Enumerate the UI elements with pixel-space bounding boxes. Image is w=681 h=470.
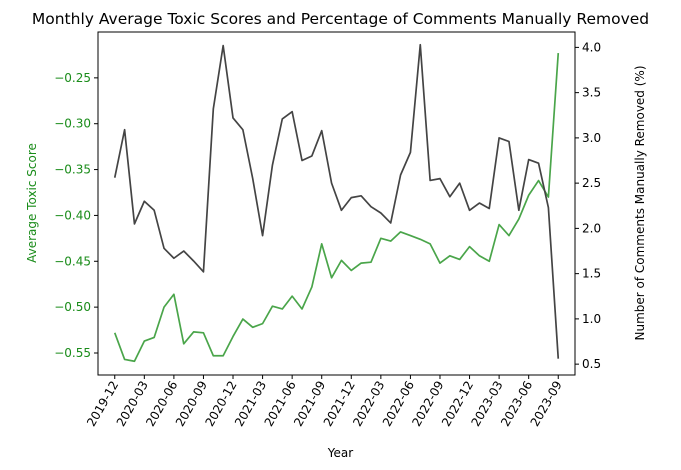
x-axis: 2019-122020-032020-062020-092020-122021-… [84,375,565,429]
left-y-tick-label: −0.40 [54,208,91,222]
right-y-tick-label: 1.0 [582,312,601,326]
right-y-tick-label: 0.5 [582,357,601,371]
left-y-tick-label: −0.35 [54,163,91,177]
x-axis-label: Year [327,446,353,460]
left-y-axis: −0.55 −0.50 −0.45 −0.40 −0.35 −0.30 −0.25 [54,71,98,360]
manual-removal-line [113,43,560,359]
left-y-tick-label: −0.45 [54,254,91,268]
right-y-tick-label: 2.0 [582,221,601,235]
left-y-tick-label: −0.50 [54,300,91,314]
left-y-tick-label: −0.55 [54,346,91,360]
right-y-axis-label: Number of Comments Manually Removed (%) [633,65,647,340]
left-y-tick-label: −0.30 [54,117,91,131]
right-y-tick-label: 4.0 [582,40,601,54]
chart-title: Monthly Average Toxic Scores and Percent… [32,10,649,28]
toxic-score-line [113,53,560,363]
left-y-axis-label: Average Toxic Score [25,143,39,263]
right-y-tick-label: 1.5 [582,267,601,281]
plot-area [97,31,576,376]
series-layer [113,43,560,363]
right-y-axis: 0.5 1.0 1.5 2.0 2.5 3.0 3.5 4.0 [575,40,601,371]
plot-frame [97,31,576,376]
right-y-tick-label: 2.5 [582,176,601,190]
right-y-tick-label: 3.5 [582,86,601,100]
left-y-tick-label: −0.25 [54,71,91,85]
right-y-tick-label: 3.0 [582,131,601,145]
